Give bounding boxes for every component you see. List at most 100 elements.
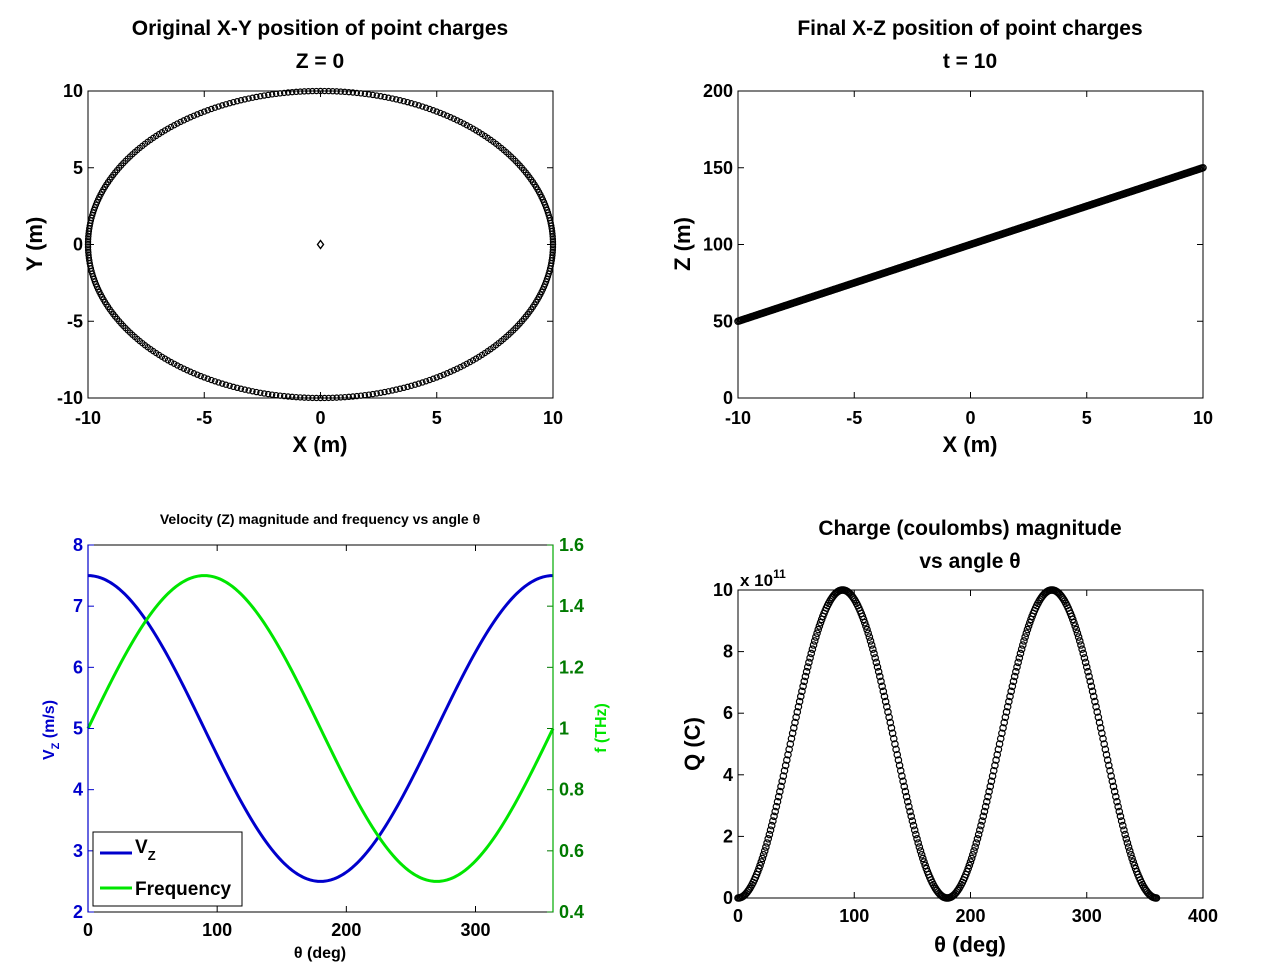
charge-point: [898, 772, 906, 780]
panel2-marks: [734, 163, 1207, 326]
xy-charge-point: [392, 96, 400, 103]
xy-charge-point: [392, 386, 400, 393]
xy-charge-point: [453, 365, 461, 372]
charge-point: [762, 843, 770, 851]
charge-point: [910, 826, 919, 834]
charge-point: [1014, 658, 1022, 667]
charge-point: [805, 658, 813, 667]
charge-point: [964, 864, 972, 873]
charge-point: [1084, 667, 1092, 676]
xy-charge-point: [197, 109, 204, 117]
charge-point: [905, 802, 913, 811]
p2-xtick-label-1: -5: [846, 408, 862, 428]
xy-charge-point: [301, 394, 308, 401]
charge-point: [973, 835, 982, 843]
xy-charge-point: [272, 90, 280, 98]
xy-charge-point: [400, 97, 408, 105]
xy-charge-point: [268, 391, 276, 398]
xy-charge-point: [389, 95, 396, 102]
xy-charge-point: [288, 393, 296, 401]
charge-point: [1114, 802, 1122, 811]
charge-point: [982, 797, 991, 806]
xy-charge-point: [201, 374, 208, 381]
xy-charge-point: [447, 114, 454, 121]
xy-charge-point: [415, 380, 422, 387]
svg-text:VZ (m/s): VZ (m/s): [41, 700, 62, 760]
charge-point: [970, 847, 978, 855]
charge-point: [980, 807, 989, 816]
charge-point: [769, 817, 777, 825]
xy-charge-point: [219, 102, 226, 109]
charge-point: [1079, 649, 1088, 658]
charge-point: [1082, 663, 1091, 671]
charge-point: [770, 812, 778, 821]
xy-charge-point: [419, 379, 426, 386]
charge-point: [1017, 645, 1026, 653]
p3-ytick-right-label-0: 0.4: [559, 902, 584, 922]
charge-point: [895, 761, 904, 770]
xy-charge-point: [222, 381, 230, 388]
xy-charge-point: [450, 115, 458, 122]
p4-xtick-label-3: 300: [1072, 906, 1102, 926]
charge-point: [777, 782, 785, 791]
charge-point: [793, 708, 802, 716]
xy-charge-point: [177, 118, 184, 126]
charge-point: [816, 618, 825, 627]
charge-point: [908, 817, 917, 825]
charge-point: [1098, 729, 1106, 738]
charge-point: [798, 687, 806, 696]
xy-charge-point: [280, 89, 288, 97]
p4-ytick-label-5: 10: [713, 580, 733, 600]
xy-charge-point: [301, 88, 308, 95]
charge-point: [1021, 633, 1029, 641]
xy-charge-point: [381, 388, 388, 396]
xy-charge-point: [341, 88, 349, 96]
xy-charge-point: [365, 391, 373, 398]
charge-point: [1120, 826, 1128, 834]
xy-charge-point: [284, 393, 292, 400]
xy-charge-point: [297, 394, 304, 401]
legend-frequency-label: Frequency: [135, 879, 232, 900]
charge-point: [807, 649, 816, 658]
panel3-xlabel: θ (deg): [294, 945, 346, 962]
xy-center-charge: [316, 239, 325, 250]
charge-point: [771, 807, 780, 816]
p3-xtick-label-3: 300: [460, 920, 490, 940]
p3-ytick-left-label-6: 8: [73, 535, 83, 555]
charge-point: [791, 718, 799, 727]
xy-charge-point: [460, 362, 467, 369]
charge-point: [888, 729, 897, 738]
p4-xtick-label-4: 400: [1188, 906, 1218, 926]
charge-point: [757, 858, 766, 866]
charge-point: [984, 792, 992, 801]
charge-point: [901, 787, 910, 796]
charge-point: [1128, 854, 1136, 863]
charge-point: [891, 740, 899, 748]
xy-charge-point: [241, 96, 249, 103]
charge-point: [863, 625, 871, 634]
xy-charge-point: [305, 88, 312, 95]
charge-point: [795, 697, 804, 706]
xy-charge-point: [180, 117, 188, 124]
p4-ytick-label-2: 4: [723, 765, 733, 785]
charge-point: [885, 713, 893, 722]
xy-charge-point: [361, 90, 369, 98]
charge-point: [971, 843, 979, 851]
charge-point: [1070, 618, 1078, 627]
p1-xtick-label-0: -10: [75, 408, 101, 428]
charge-point: [1075, 637, 1084, 645]
xy-charge-point: [174, 120, 181, 127]
xy-charge-point: [264, 390, 272, 398]
xy-charge-point: [211, 378, 219, 385]
charge-point: [1073, 629, 1082, 638]
charge-point: [1118, 821, 1127, 830]
panel3-ticks: 0 100 200 300 2 3 4 5 6 7 8 0.4 0.6 0.8 1 1.2 1.4 1.6: [73, 535, 584, 940]
xy-charge-point: [443, 112, 451, 119]
panel3-ylabel-left-sub: Z: [50, 742, 62, 749]
xy-charge-point: [433, 374, 440, 381]
xy-charge-point: [349, 393, 357, 400]
xy-charge-point: [404, 98, 411, 106]
xy-charge-point: [437, 109, 444, 117]
panel-velocity-frequency: Velocity (Z) magnitude and frequency vs …: [41, 511, 610, 962]
charge-point: [1074, 633, 1083, 641]
